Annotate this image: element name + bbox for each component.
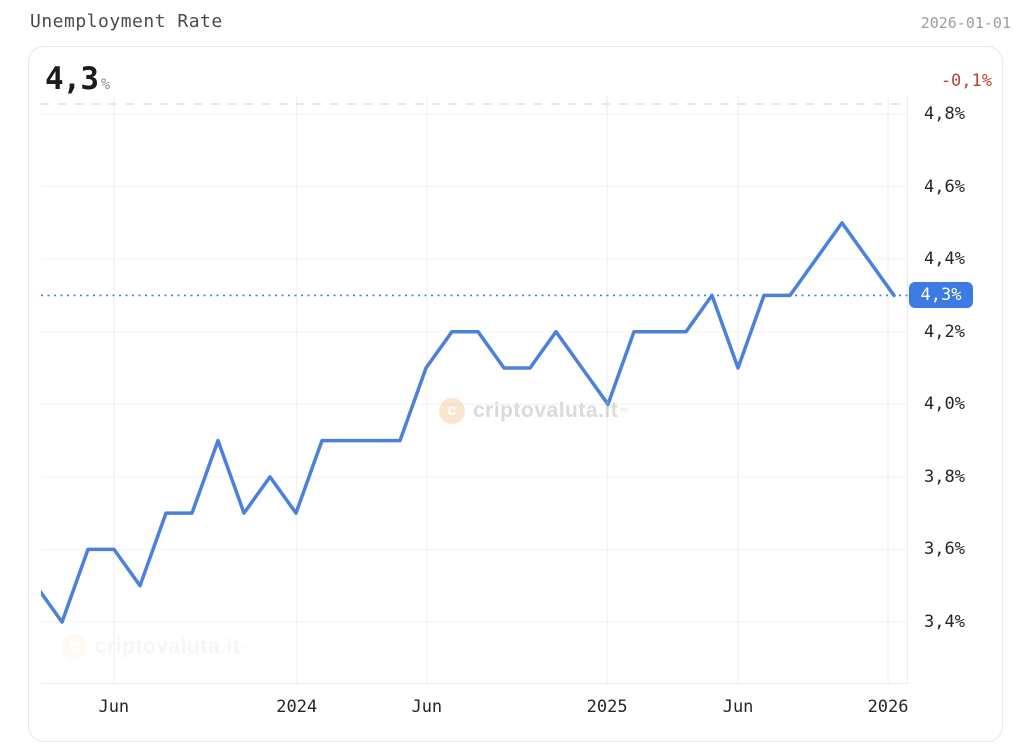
y-axis: 4,3% 4,8% 4,6% 4,4% 4,2% 4,0% 3,8% 3,6% 3,4% (881, 96, 999, 684)
change-label: -0,1% (940, 71, 992, 91)
x-tick-label: 2026 (867, 697, 909, 717)
y-tick-label: 4,8% (924, 104, 965, 124)
line-chart-svg (41, 96, 908, 684)
y-tick-label: 4,4% (924, 249, 965, 270)
page-title: Unemployment Rate (30, 11, 223, 32)
y-tick-label: 4,6% (924, 176, 965, 197)
x-tick-label: 2024 (276, 697, 318, 717)
y-tick-label: 3,8% (924, 466, 965, 487)
x-tick-label: Jun (722, 697, 754, 717)
current-value: 4,3 % (45, 61, 110, 97)
x-tick-label: 2025 (586, 697, 628, 717)
x-tick-label: Jun (98, 697, 130, 717)
current-value-number: 4,3 (45, 61, 99, 97)
x-axis: Jun 2024 Jun 2025 Jun 2026 (41, 684, 908, 717)
date-label: 2026-01-01 (920, 14, 1011, 32)
chart-card: 4,3 % -0,1% c criptovaluta.it ™ c cripto… (28, 46, 1003, 742)
y-tick-label: 4,0% (924, 394, 965, 415)
top-bar: Unemployment Rate 2026-01-01 (0, 0, 1024, 44)
unemployment-rate-series-line (41, 221, 896, 624)
current-value-unit: % (101, 75, 111, 93)
y-tick-label: 3,4% (924, 612, 965, 632)
y-tick-label: 3,6% (924, 539, 965, 560)
y-tick-label: 4,2% (924, 321, 965, 342)
x-tick-label: Jun (411, 697, 443, 717)
chart-plot[interactable]: c criptovaluta.it ™ c criptovaluta.it ™ (41, 96, 908, 684)
current-value-badge: 4,3% (909, 282, 973, 309)
